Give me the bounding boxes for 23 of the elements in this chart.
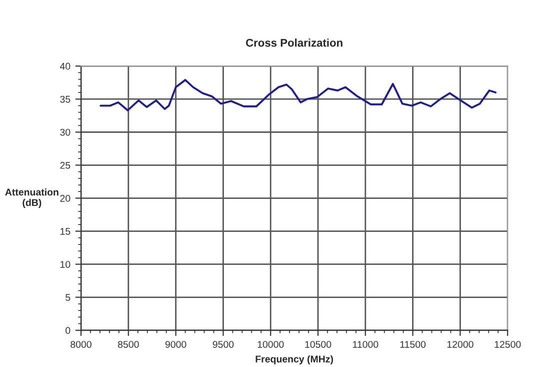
- x-tick-label: 9500: [212, 340, 234, 348]
- y-axis-title: Attenuation (dB): [5, 188, 58, 208]
- y-tick-label: 30: [60, 128, 70, 136]
- x-tick-label: 12000: [447, 340, 474, 348]
- y-tick-label: 35: [60, 96, 70, 103]
- x-tick-label: 12500: [494, 340, 521, 348]
- line-series: [100, 78, 497, 112]
- y-tick-label: 40: [60, 62, 70, 70]
- x-tick-label: 9000: [165, 340, 186, 348]
- x-tick-label: 10500: [305, 340, 332, 348]
- x-tick-label: 11000: [352, 340, 378, 348]
- y-tick-label: 0: [66, 327, 70, 334]
- x-tick-label: 8500: [118, 340, 139, 348]
- x-tick-label: 10000: [258, 340, 284, 348]
- y-tick-label: 5: [66, 294, 70, 301]
- x-tick-label: 8000: [70, 340, 92, 348]
- y-tick-label: 20: [60, 194, 70, 202]
- x-tick-label: 11500: [400, 340, 426, 348]
- y-tick-label: 15: [60, 228, 70, 235]
- y-tick-label: 10: [60, 260, 70, 268]
- x-axis-title: Frequency (MHz): [256, 355, 333, 364]
- chart-title: Cross Polarization: [246, 38, 342, 47]
- y-tick-label: 25: [60, 162, 70, 169]
